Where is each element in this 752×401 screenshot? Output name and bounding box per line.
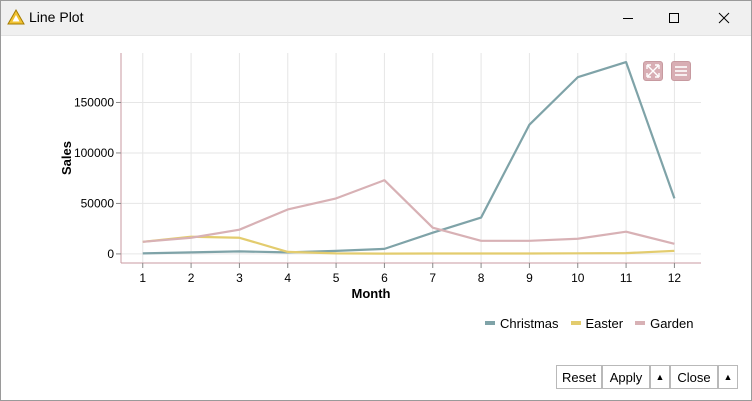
close-icon <box>718 12 730 24</box>
series-line-easter <box>142 235 675 255</box>
apply-button[interactable]: Apply <box>602 365 650 389</box>
y-tick-label-1: 50000 <box>81 196 115 210</box>
x-tick-label-4: 4 <box>284 271 291 285</box>
line-chart: 1 2 3 4 5 6 7 8 9 10 11 12050000100000150000MonthSa… <box>59 53 701 301</box>
x-tick-label-6: 6 <box>381 271 388 285</box>
minimize-button[interactable] <box>605 1 651 35</box>
window-title: Line Plot <box>29 9 84 25</box>
legend-swatch-easter <box>570 321 581 325</box>
x-tick-label-11: 11 <box>620 271 633 285</box>
series-line-christmas <box>142 60 676 255</box>
x-tick-label-2: 2 <box>188 271 195 285</box>
close-button[interactable]: Close <box>670 365 718 389</box>
minimize-icon <box>623 18 633 19</box>
legend-label-christmas: Christmas <box>500 315 559 331</box>
warning-triangle-icon <box>7 9 25 25</box>
x-tick-label-10: 10 <box>571 271 585 285</box>
title-bar[interactable]: Line Plot <box>1 1 751 36</box>
menu-icon <box>675 66 687 76</box>
maximize-icon <box>669 13 679 23</box>
x-tick-label-9: 9 <box>526 271 533 285</box>
x-tick-label-8: 8 <box>478 271 485 285</box>
x-tick-label-3: 3 <box>236 271 243 285</box>
y-tick-label-3: 150000 <box>74 95 114 109</box>
legend-item-garden[interactable]: Garden <box>635 316 693 331</box>
reset-button[interactable]: Reset <box>556 365 602 389</box>
x-tick-label-5: 5 <box>333 271 340 285</box>
chart-legend: Christmas Easter Garden <box>485 314 705 332</box>
legend-label-garden: Garden <box>650 315 694 331</box>
legend-swatch-garden <box>635 321 646 325</box>
fullscreen-icon <box>646 64 660 78</box>
legend-item-christmas[interactable]: Christmas <box>485 316 559 331</box>
close-menu-arrow-button[interactable]: ▲ <box>718 365 738 389</box>
legend-item-easter[interactable]: Easter <box>570 315 624 331</box>
x-tick-label-1: 1 <box>139 271 146 285</box>
maximize-button[interactable] <box>651 1 697 35</box>
legend-label-easter: Easter <box>585 315 624 331</box>
fullscreen-button[interactable] <box>643 61 663 81</box>
x-axis-label: Month <box>352 286 391 301</box>
y-tick-label-0: 0 <box>107 247 114 261</box>
series-line-garden <box>142 179 675 245</box>
apply-menu-arrow-button[interactable]: ▲ <box>650 365 670 389</box>
legend-swatch-christmas <box>485 321 495 325</box>
x-tick-label-12: 12 <box>668 271 682 285</box>
chart-menu-button[interactable] <box>671 61 691 81</box>
close-window-button[interactable] <box>701 1 747 35</box>
y-axis-label: Sales <box>59 141 74 175</box>
x-tick-label-7: 7 <box>429 271 436 285</box>
y-tick-label-2: 100000 <box>74 146 114 160</box>
